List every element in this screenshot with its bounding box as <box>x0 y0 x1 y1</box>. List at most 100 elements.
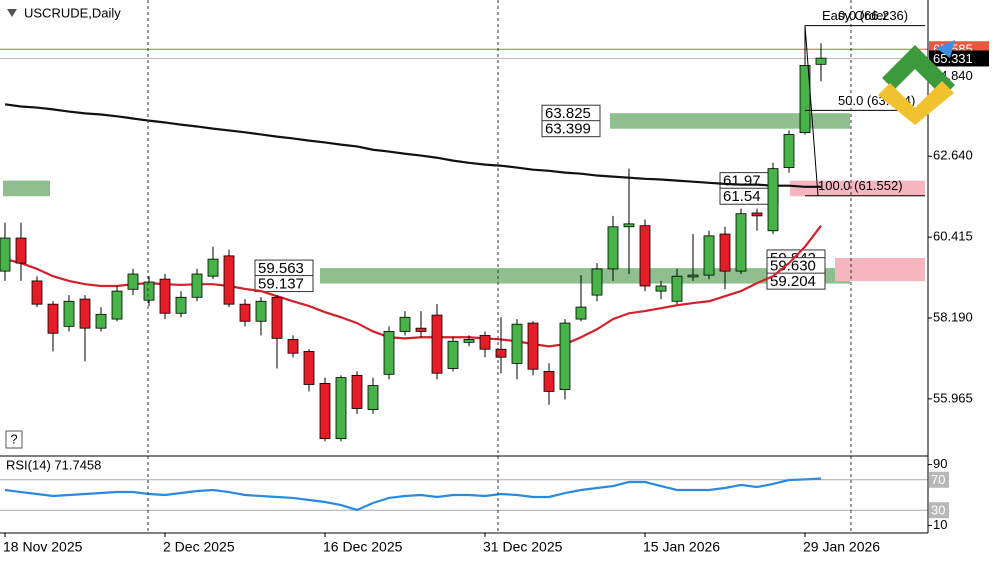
candle-body <box>303 351 315 385</box>
candle-body <box>815 57 827 65</box>
candle-body <box>0 237 11 272</box>
candle-body <box>31 280 43 305</box>
logo <box>878 40 955 125</box>
candle-body <box>287 339 299 354</box>
zone-label: 59.204 <box>770 273 816 290</box>
price-label: 65.331 <box>933 51 973 66</box>
zone <box>835 257 925 282</box>
candle-body <box>479 335 491 350</box>
candle-body <box>783 134 795 168</box>
fib-label: 0.0 (66.236) <box>838 8 908 23</box>
zone-label: 63.399 <box>545 121 591 138</box>
rsi-line <box>4 477 822 512</box>
x-tick-label: 31 Dec 2025 <box>483 539 563 555</box>
zone-label-box <box>541 120 601 138</box>
x-tick-label: 15 Jan 2026 <box>643 539 720 555</box>
x-tick-label: 2 Dec 2025 <box>163 539 235 555</box>
zone <box>320 268 850 284</box>
moving-average <box>4 225 822 348</box>
y-tick-label: 58.190 <box>933 309 973 324</box>
y-tick-label: 62.640 <box>933 148 973 163</box>
candle-body <box>351 375 363 409</box>
zone-label: 63.825 <box>545 105 591 122</box>
candle-body <box>559 322 571 390</box>
zone-label: 61.97 <box>723 173 761 190</box>
price-label-box <box>929 50 989 67</box>
candle-body <box>143 281 155 301</box>
zone-label: 59.563 <box>258 260 304 277</box>
zone-label: 59.137 <box>258 276 304 293</box>
candle-body <box>799 65 811 134</box>
candle-body <box>47 303 59 334</box>
rsi-level-box <box>929 502 949 519</box>
candle-body <box>639 225 651 287</box>
candle-body <box>607 226 619 270</box>
zone-label-box <box>766 272 826 290</box>
candle-body <box>127 273 139 290</box>
zone <box>790 180 925 197</box>
candle-body <box>431 314 443 374</box>
candle-body <box>255 300 267 322</box>
candle-body <box>95 313 107 329</box>
candle-body <box>175 296 187 314</box>
rsi-level-box <box>929 471 949 488</box>
rsi-level-label: 30 <box>931 503 945 518</box>
candle-body <box>383 331 395 375</box>
moving-average <box>4 103 821 188</box>
logo-part <box>878 81 954 125</box>
candle-body <box>591 268 603 296</box>
candle-body <box>767 168 779 232</box>
fib-label: 100.0 (61.552) <box>818 178 903 193</box>
fib-name: Easy Order <box>822 8 888 23</box>
candle-body <box>271 296 283 339</box>
rsi-level-label: 70 <box>931 472 945 487</box>
candle-body <box>111 290 123 320</box>
candle-body <box>703 235 715 276</box>
menu-icon[interactable] <box>7 9 17 17</box>
candle-body <box>79 298 91 329</box>
chart-title: USCRUDE,Daily <box>24 5 121 20</box>
candle-body <box>751 212 763 217</box>
candle-body <box>655 285 667 292</box>
candle-body <box>367 385 379 410</box>
candle-body <box>735 213 747 272</box>
zone <box>610 113 850 129</box>
zone-label: 61.54 <box>723 188 761 205</box>
candle-body <box>319 383 331 440</box>
candle-body <box>495 348 507 358</box>
rsi-label: RSI(14) 71.7458 <box>6 457 101 472</box>
candle-body <box>623 223 635 228</box>
x-tick-label: 29 Jan 2026 <box>803 539 880 555</box>
zone <box>3 180 50 197</box>
y-tick-label: 55.965 <box>933 390 973 405</box>
candle-body <box>191 273 203 298</box>
candle-body <box>511 323 523 364</box>
logo-part <box>882 45 955 97</box>
candle-body <box>63 300 75 327</box>
candle-body <box>159 278 171 314</box>
candle-body <box>399 316 411 332</box>
zone-label-box <box>254 275 314 293</box>
candle-body <box>223 255 235 305</box>
candle-body <box>527 322 539 370</box>
candle-body <box>575 306 587 320</box>
candle-body <box>543 371 555 392</box>
candle-body <box>687 274 699 278</box>
help[interactable]: ? <box>10 431 17 446</box>
candle-body <box>719 233 731 272</box>
candle-body <box>207 258 219 277</box>
candle-body <box>15 237 27 264</box>
y-tick-label: 60.415 <box>933 229 973 244</box>
candle-body <box>335 377 347 440</box>
logo-part <box>936 40 955 58</box>
rsi-tick-label: 90 <box>933 456 947 471</box>
plot-layer: 63.82563.39961.9761.5459.56359.13759.842… <box>0 8 928 512</box>
candle-body <box>671 275 683 302</box>
x-tick-label: 16 Dec 2025 <box>323 539 403 555</box>
candle-body <box>447 340 459 369</box>
x-tick-label: 18 Nov 2025 <box>3 539 83 555</box>
candle-body <box>239 303 251 322</box>
rsi-tick-label: 10 <box>933 517 947 532</box>
help-box[interactable] <box>5 430 23 449</box>
